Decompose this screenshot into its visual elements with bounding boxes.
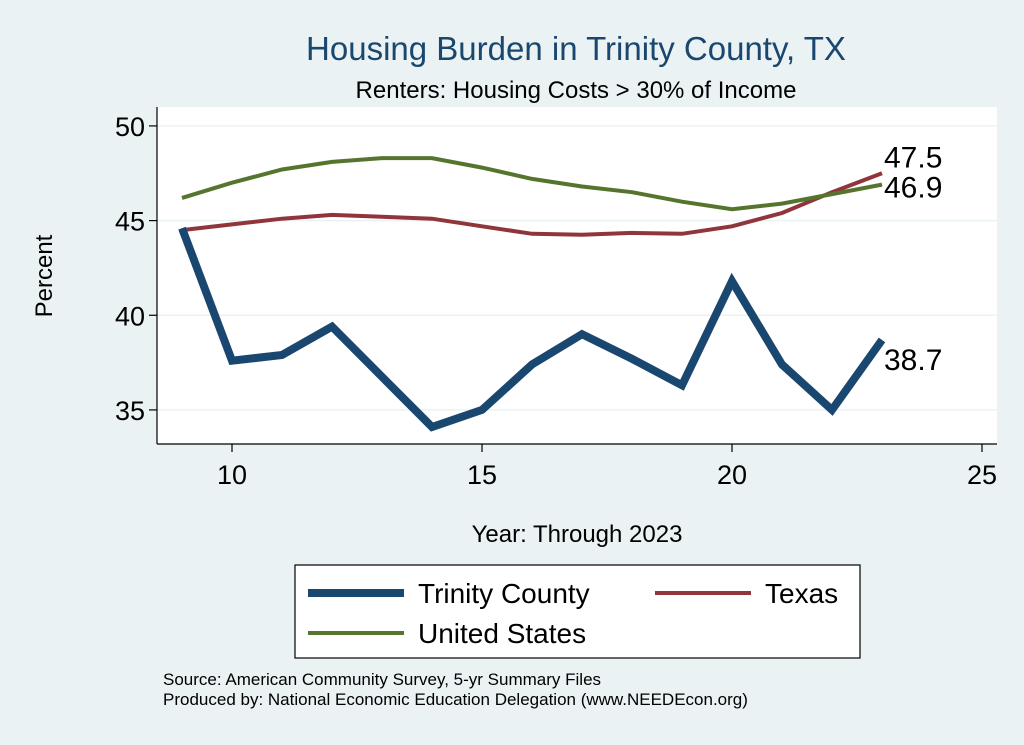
grid-lines bbox=[157, 125, 997, 411]
legend-label-texas: Texas bbox=[765, 578, 838, 609]
legend-label-trinity-county: Trinity County bbox=[418, 578, 590, 609]
legend-box bbox=[294, 564, 861, 659]
series-layer bbox=[178, 156, 886, 432]
chart-title: Housing Burden in Trinity County, TX bbox=[306, 30, 846, 67]
series-line-texas bbox=[181, 171, 883, 237]
source-note: Source: American Community Survey, 5-yr … bbox=[163, 670, 602, 689]
producer-note: Produced by: National Economic Education… bbox=[163, 690, 748, 709]
x-tick-label: 25 bbox=[967, 460, 997, 490]
legend: Trinity County Texas United States bbox=[294, 564, 861, 659]
y-tick-label: 35 bbox=[115, 396, 145, 426]
end-label-trinity-county: 38.7 bbox=[884, 344, 942, 377]
x-tick-label: 15 bbox=[467, 460, 497, 490]
y-tick-label: 40 bbox=[115, 301, 145, 331]
y-tick-label: 50 bbox=[115, 112, 145, 142]
series-line-trinity-county bbox=[178, 226, 886, 432]
chart-subtitle: Renters: Housing Costs > 30% of Income bbox=[356, 77, 797, 104]
axes: 35 40 45 50 10 15 20 25 bbox=[115, 107, 997, 490]
plot-area bbox=[157, 107, 997, 444]
x-tick-label: 20 bbox=[717, 460, 747, 490]
y-axis-label: Percent bbox=[31, 234, 58, 317]
end-labels: 38.7 47.546.9 bbox=[884, 141, 942, 377]
series-line-united-states bbox=[181, 156, 883, 212]
x-tick-label: 10 bbox=[217, 460, 247, 490]
x-axis-label: Year: Through 2023 bbox=[472, 521, 683, 548]
legend-label-united-states: United States bbox=[418, 618, 586, 649]
end-label-texas: 47.5 bbox=[884, 141, 942, 174]
end-label-united-states: 46.9 bbox=[884, 172, 942, 205]
y-tick-label: 45 bbox=[115, 207, 145, 237]
